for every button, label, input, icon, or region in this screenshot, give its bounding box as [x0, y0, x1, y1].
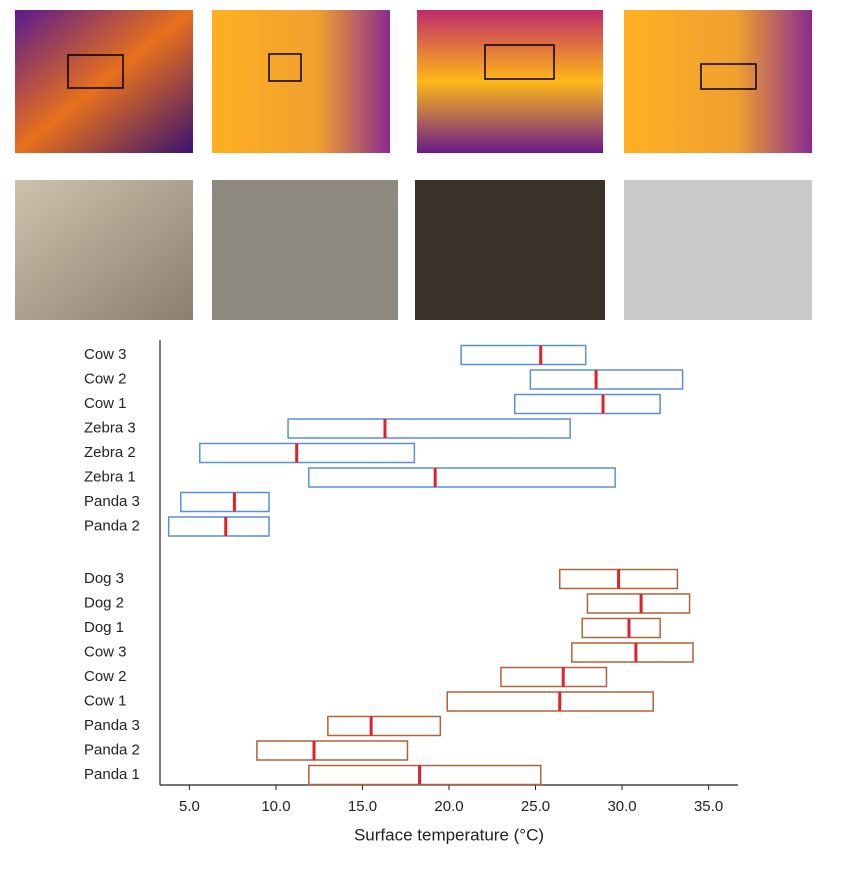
range-bar	[500, 666, 608, 688]
roi-box	[700, 63, 757, 90]
row-label: Zebra 1	[84, 468, 136, 485]
photo	[624, 180, 812, 320]
x-tick-label: 30.0	[607, 798, 636, 815]
x-tick-label: 10.0	[261, 798, 290, 815]
photo	[415, 180, 605, 320]
range-bar	[167, 516, 270, 537]
roi-box	[484, 44, 555, 80]
range-chart: Surface temperature (°C) 5.0 10.0 15.0 20.0…	[84, 340, 738, 844]
x-tick-label: 20.0	[434, 798, 463, 815]
photo	[15, 180, 193, 320]
x-tick-label: 25.0	[521, 798, 550, 815]
range-bar	[446, 691, 654, 712]
x-tick-label: 35.0	[694, 798, 723, 815]
x-tick-label: 15.0	[348, 798, 377, 815]
row-label: Cow 2	[84, 370, 127, 387]
range-bar	[180, 491, 270, 513]
row-label: Cow 1	[84, 395, 127, 412]
range-bar	[287, 418, 571, 439]
row-label: Cow 3	[84, 346, 127, 363]
row-label: Dog 2	[84, 594, 124, 611]
range-bar	[256, 740, 409, 761]
range-bar	[308, 467, 616, 488]
row-label: Panda 3	[84, 717, 140, 734]
row-label: Panda 1	[84, 766, 140, 783]
range-bar	[327, 715, 442, 737]
range-bar	[581, 617, 661, 639]
row-label: Zebra 2	[84, 444, 136, 461]
row-label: Cow 2	[84, 668, 127, 685]
row-label: Dog 3	[84, 570, 124, 587]
roi-box	[67, 54, 124, 89]
roi-box	[268, 53, 302, 82]
row-label: Cow 3	[84, 643, 127, 660]
range-bar	[199, 442, 416, 464]
row-label: Cow 1	[84, 692, 127, 709]
x-axis-label: Surface temperature (°C)	[354, 825, 544, 844]
thermal-images	[15, 10, 812, 153]
range-bar	[529, 369, 684, 390]
thermal-image	[15, 10, 193, 153]
thermal-image	[624, 10, 812, 153]
range-bar	[571, 642, 694, 663]
range-bar	[308, 764, 542, 786]
range-bar	[514, 393, 661, 415]
x-tick-label: 5.0	[179, 798, 200, 815]
row-label: Panda 3	[84, 493, 140, 510]
row-label: Zebra 3	[84, 419, 136, 436]
range-bar	[460, 344, 587, 366]
row-label: Panda 2	[84, 741, 140, 758]
photos	[15, 180, 812, 320]
photo	[212, 180, 398, 320]
thermal-image	[417, 10, 603, 153]
row-label: Panda 2	[84, 517, 140, 534]
row-label: Dog 1	[84, 619, 124, 636]
range-bar	[586, 593, 691, 614]
